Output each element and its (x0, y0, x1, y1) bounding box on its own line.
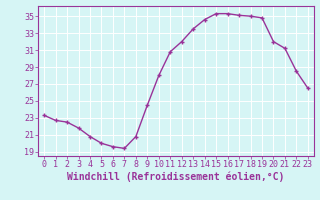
X-axis label: Windchill (Refroidissement éolien,°C): Windchill (Refroidissement éolien,°C) (67, 172, 285, 182)
